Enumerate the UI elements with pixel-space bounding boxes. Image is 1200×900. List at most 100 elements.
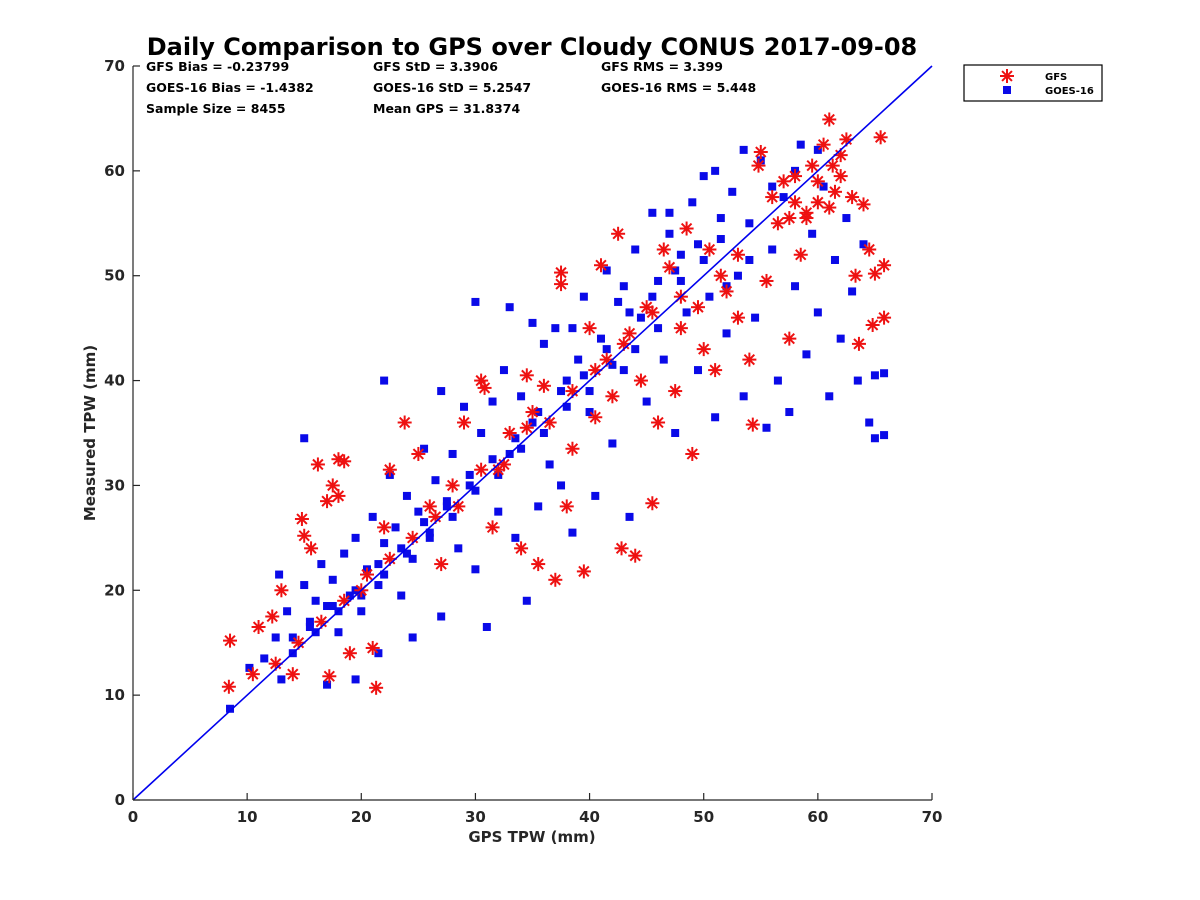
goes16-point xyxy=(865,418,874,427)
goes16-point xyxy=(414,507,423,516)
goes16-point xyxy=(517,392,526,401)
stat-goes-bias: GOES-16 Bias = -1.4382 xyxy=(146,80,314,95)
gfs-point xyxy=(696,342,711,357)
gfs-point xyxy=(605,389,620,404)
gfs-point xyxy=(765,190,780,205)
y-tick-label: 50 xyxy=(104,267,125,285)
legend: GFS GOES-16 xyxy=(963,64,1103,102)
gfs-point xyxy=(708,363,723,378)
goes16-point xyxy=(397,544,406,553)
goes16-point xyxy=(271,633,280,642)
goes16-point xyxy=(465,470,474,479)
gfs-point xyxy=(827,184,842,199)
goes16-point xyxy=(402,491,411,500)
goes16-point xyxy=(454,544,463,553)
gfs-point xyxy=(514,541,529,556)
goes16-point xyxy=(665,208,674,217)
goes16-point xyxy=(880,431,889,440)
gfs-point xyxy=(502,426,517,440)
gfs-point xyxy=(531,557,546,572)
gfs-point xyxy=(422,499,437,514)
goes16-point xyxy=(391,523,400,532)
gfs-point xyxy=(719,284,734,299)
goes16-point xyxy=(545,460,554,469)
gfs-point xyxy=(877,310,892,325)
goes16-point xyxy=(425,528,434,537)
gfs-point xyxy=(691,300,706,315)
goes16-point xyxy=(328,602,337,611)
goes16-point xyxy=(853,376,862,385)
y-tick-label: 30 xyxy=(104,476,125,494)
gfs-point xyxy=(788,195,803,210)
gfs-point xyxy=(593,258,608,273)
gfs-point xyxy=(221,679,236,694)
gfs-point xyxy=(877,258,892,273)
goes16-point xyxy=(499,366,508,375)
x-tick-label: 70 xyxy=(922,808,943,826)
goes16-point xyxy=(323,680,332,689)
gfs-point xyxy=(645,496,660,511)
y-tick-label: 70 xyxy=(104,57,125,75)
gfs-point xyxy=(525,405,540,420)
goes16-point xyxy=(659,355,668,364)
gfs-point xyxy=(519,368,534,383)
gfs-point xyxy=(377,520,392,535)
goes16-point xyxy=(505,303,514,312)
gfs-point xyxy=(320,494,335,509)
gfs-point xyxy=(788,169,803,184)
goes16-point xyxy=(813,308,822,317)
goes16-point xyxy=(608,439,617,448)
gfs-point xyxy=(685,446,700,461)
goes16-point xyxy=(568,528,577,537)
gfs-point xyxy=(285,667,300,682)
goes16-point xyxy=(408,554,417,563)
gfs-point xyxy=(304,541,319,556)
goes16-point xyxy=(420,518,429,527)
goes16-point xyxy=(756,156,765,165)
goes16-point xyxy=(408,633,417,642)
goes16-point xyxy=(602,266,611,275)
goes16-point xyxy=(619,282,628,291)
gfs-point xyxy=(365,640,380,655)
gfs-point xyxy=(873,130,888,145)
goes16-point xyxy=(305,622,314,631)
gfs-point xyxy=(745,417,760,432)
x-tick-label: 60 xyxy=(807,808,828,826)
gfs-point xyxy=(274,583,289,598)
gfs-point xyxy=(265,609,280,624)
gfs-point xyxy=(397,415,412,430)
goes16-point xyxy=(870,434,879,443)
gfs-point xyxy=(776,174,791,189)
gfs-point xyxy=(662,260,677,275)
goes16-point xyxy=(762,423,771,432)
gfs-point xyxy=(310,457,325,472)
goes16-point xyxy=(402,549,411,558)
goes16-point xyxy=(642,397,651,406)
gfs-point xyxy=(554,277,569,292)
goes16-point xyxy=(283,607,292,616)
goes16-point xyxy=(614,297,623,306)
stat-gfs-rms: GFS RMS = 3.399 xyxy=(601,59,723,74)
gfs-point xyxy=(825,158,840,173)
goes16-point xyxy=(300,581,309,590)
goes16-point xyxy=(802,350,811,359)
goes16-point xyxy=(602,345,611,354)
legend-goes-label: GOES-16 xyxy=(1045,86,1094,97)
goes16-point xyxy=(528,318,537,327)
gfs-point xyxy=(359,567,374,582)
goes16-point xyxy=(768,182,777,191)
goes16-point xyxy=(471,297,480,306)
gfs-point xyxy=(611,226,626,241)
goes16-point xyxy=(374,560,383,569)
gfs-point xyxy=(851,336,866,351)
goes16-point xyxy=(488,455,497,464)
goes16-point xyxy=(511,533,520,542)
goes16-point xyxy=(648,208,657,217)
goes16-point xyxy=(511,434,520,443)
goes16-point xyxy=(311,596,320,605)
goes16-point xyxy=(442,497,451,506)
y-axis-label: Measured TPW (mm) xyxy=(81,345,99,521)
goes16-point xyxy=(351,533,360,542)
x-tick-label: 0 xyxy=(128,808,138,826)
